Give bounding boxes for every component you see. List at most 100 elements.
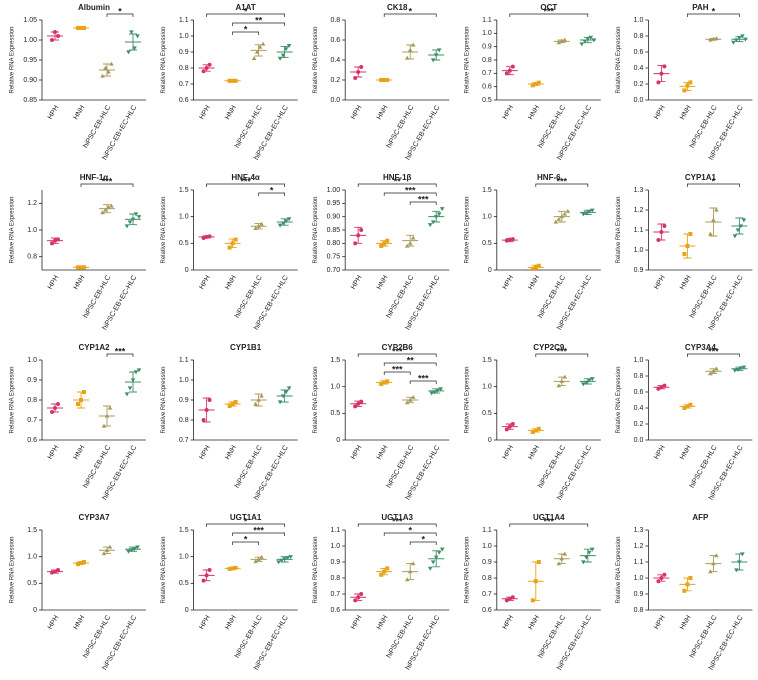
point [582,39,588,44]
significance-bracket [258,192,285,196]
y-axis-label: Relative RNA Expression [616,196,622,263]
error-bar [709,207,718,237]
y-tick-label: 1.1 [179,357,189,364]
y-axis-label: Relative RNA Expression [10,196,16,263]
x-tick-label: hiPSC-EB-HLC [386,274,416,319]
point [286,217,292,222]
y-tick-label: 0.8 [634,373,644,380]
error-bar [202,569,211,582]
panel-title: HNF-4α [231,173,260,182]
error-bar [51,403,59,413]
panel-title: AFP [692,513,709,522]
significance-label: * [244,24,248,34]
significance-label: * [712,176,716,186]
panel-title: Albumin [78,3,110,12]
x-tick-label: HPH [198,614,211,630]
point [109,61,114,66]
error-bar [432,550,441,568]
significance-label: *** [240,176,251,186]
error-bar [683,577,692,592]
y-tick-label: 0.7 [482,591,492,598]
x-tick-label: hiPSC-EB-HLC [234,444,264,489]
error-bar [657,223,666,241]
y-tick-label: 1.2 [634,207,644,214]
panel-title: CYP1A2 [78,343,110,352]
error-bar [51,569,59,574]
point [276,560,281,565]
y-tick-label: 1.1 [330,527,340,534]
x-tick-label: HNH [679,444,693,461]
point [136,215,142,220]
x-tick-label: HPH [502,274,515,290]
error-bar [228,401,237,407]
y-tick-label: 0.4 [634,405,644,412]
panel-title: UGT1A4 [533,513,565,522]
point [662,224,667,228]
error-bar [380,380,389,385]
error-bar [202,235,211,239]
point [662,64,667,69]
error-bar [228,238,237,249]
point [429,391,434,396]
error-bar [103,204,111,214]
error-bar [103,63,111,77]
error-bar [657,65,666,83]
y-axis-label: Relative RNA Expression [10,366,16,433]
x-tick-label: HNH [679,274,693,291]
point [565,208,571,213]
significance-bracket [409,201,437,205]
y-tick-label: 0.4 [330,57,340,64]
x-tick-label: hiPSC-EB-HLC [537,104,567,149]
y-tick-label: 1.05 [23,17,37,24]
y-tick-label: 0.9 [482,559,492,566]
y-axis-label: Relative RNA Expression [616,536,622,603]
error-bar [583,209,592,215]
significance-bracket [206,183,285,187]
significance-bracket [383,532,437,536]
significance-label: *** [253,525,264,535]
y-tick-label: 1.5 [179,527,189,534]
error-bar [583,548,592,563]
x-tick-label: HPH [350,444,363,460]
x-tick-label: hiPSC-EB-HLC [82,104,112,149]
error-bar [432,388,441,394]
significance-label: *** [708,346,719,356]
x-tick-label: HPH [47,104,60,120]
y-tick-label: 1.1 [179,17,189,24]
point [581,560,586,565]
y-tick-label: 1.0 [634,247,644,254]
panel-title: OCT [540,3,557,12]
y-axis-label: Relative RNA Expression [464,196,470,263]
point [708,231,713,236]
significance-bracket [357,183,437,187]
significance-label: * [118,6,122,16]
y-tick-label: 1.0 [634,575,644,582]
point [359,399,364,404]
error-bar [380,240,389,247]
x-tick-label: HPH [47,444,60,460]
point [590,547,595,552]
point [124,392,130,397]
y-tick-label: 0.95 [327,200,341,207]
y-tick-label: 0.95 [23,57,37,64]
y-tick-label: 0.0 [634,437,644,444]
point [286,44,292,48]
x-tick-label: hiPSC-EB-HLC [689,274,719,319]
x-tick-label: HNH [679,104,693,121]
x-tick-label: HNH [73,614,87,631]
point [76,402,80,406]
y-tick-label: 1.5 [330,357,340,364]
error-bar [354,226,363,244]
significance-bracket [535,353,589,357]
error-bar [254,393,263,407]
point [556,216,562,221]
error-bar [709,555,718,573]
y-tick-label: 0.70 [327,267,341,274]
error-bar [103,405,111,427]
significance-label: * [712,6,716,16]
y-tick-label: 1.5 [179,187,189,194]
point [536,263,541,268]
y-tick-label: 0.5 [27,580,37,587]
error-bar [129,371,137,393]
